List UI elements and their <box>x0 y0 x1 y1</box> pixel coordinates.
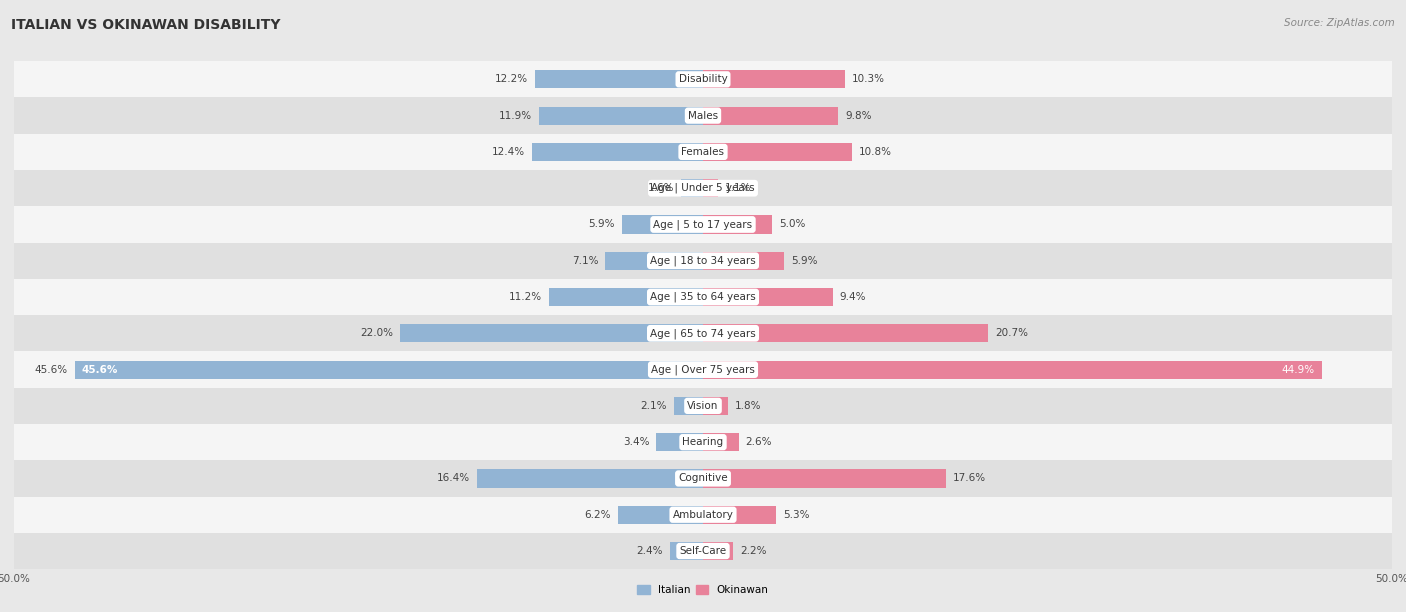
Bar <box>681 179 703 197</box>
Bar <box>14 134 1392 170</box>
Text: Age | Over 75 years: Age | Over 75 years <box>651 364 755 375</box>
Bar <box>14 460 1392 496</box>
Text: Age | 5 to 17 years: Age | 5 to 17 years <box>654 219 752 230</box>
Bar <box>534 70 703 88</box>
Bar <box>531 143 703 161</box>
Text: 6.2%: 6.2% <box>583 510 610 520</box>
Text: 1.1%: 1.1% <box>725 183 752 193</box>
Bar <box>14 315 1392 351</box>
Legend: Italian, Okinawan: Italian, Okinawan <box>633 581 773 600</box>
Bar <box>14 206 1392 242</box>
Text: 20.7%: 20.7% <box>995 328 1028 338</box>
Bar <box>669 542 703 560</box>
Bar <box>14 279 1392 315</box>
Text: Age | Under 5 years: Age | Under 5 years <box>651 183 755 193</box>
Text: ITALIAN VS OKINAWAN DISABILITY: ITALIAN VS OKINAWAN DISABILITY <box>11 18 281 32</box>
Bar <box>75 360 703 379</box>
Bar <box>673 397 703 415</box>
Bar <box>14 388 1392 424</box>
Bar <box>605 252 703 270</box>
Text: 11.2%: 11.2% <box>509 292 541 302</box>
Bar <box>703 542 734 560</box>
Text: 1.8%: 1.8% <box>735 401 761 411</box>
Bar <box>14 533 1392 569</box>
Bar <box>14 61 1392 97</box>
Text: Cognitive: Cognitive <box>678 474 728 483</box>
Bar <box>14 242 1392 279</box>
Text: Hearing: Hearing <box>682 437 724 447</box>
Bar <box>703 179 718 197</box>
Bar <box>538 106 703 125</box>
Text: Age | 18 to 34 years: Age | 18 to 34 years <box>650 255 756 266</box>
Bar <box>617 506 703 524</box>
Bar <box>703 106 838 125</box>
Text: 5.9%: 5.9% <box>792 256 818 266</box>
Bar <box>703 143 852 161</box>
Bar <box>14 351 1392 388</box>
Bar <box>703 469 945 488</box>
Bar <box>657 433 703 451</box>
Text: 2.2%: 2.2% <box>740 546 766 556</box>
Bar <box>703 324 988 342</box>
Bar <box>703 433 738 451</box>
Text: 16.4%: 16.4% <box>437 474 470 483</box>
Bar <box>703 252 785 270</box>
Text: Vision: Vision <box>688 401 718 411</box>
Bar <box>703 506 776 524</box>
Text: 1.6%: 1.6% <box>648 183 673 193</box>
Bar <box>399 324 703 342</box>
Text: Disability: Disability <box>679 74 727 84</box>
Text: 5.9%: 5.9% <box>588 220 614 230</box>
Text: 44.9%: 44.9% <box>1282 365 1315 375</box>
Text: 12.4%: 12.4% <box>492 147 526 157</box>
Text: 5.0%: 5.0% <box>779 220 806 230</box>
Text: 9.4%: 9.4% <box>839 292 866 302</box>
Bar <box>703 397 728 415</box>
Text: Age | 35 to 64 years: Age | 35 to 64 years <box>650 292 756 302</box>
Text: 12.2%: 12.2% <box>495 74 529 84</box>
Text: 2.6%: 2.6% <box>745 437 772 447</box>
Bar <box>548 288 703 306</box>
Text: Age | 65 to 74 years: Age | 65 to 74 years <box>650 328 756 338</box>
Bar <box>14 496 1392 533</box>
Bar <box>703 70 845 88</box>
Text: 10.3%: 10.3% <box>852 74 884 84</box>
Text: 3.4%: 3.4% <box>623 437 650 447</box>
Text: Self-Care: Self-Care <box>679 546 727 556</box>
Bar <box>703 288 832 306</box>
Text: 11.9%: 11.9% <box>499 111 531 121</box>
Text: Females: Females <box>682 147 724 157</box>
Bar <box>621 215 703 234</box>
Text: Source: ZipAtlas.com: Source: ZipAtlas.com <box>1284 18 1395 28</box>
Text: 7.1%: 7.1% <box>572 256 599 266</box>
Text: 10.8%: 10.8% <box>859 147 891 157</box>
Text: 9.8%: 9.8% <box>845 111 872 121</box>
Text: Males: Males <box>688 111 718 121</box>
Text: Ambulatory: Ambulatory <box>672 510 734 520</box>
Bar <box>14 424 1392 460</box>
Bar <box>14 97 1392 134</box>
Text: 2.4%: 2.4% <box>637 546 664 556</box>
Text: 2.1%: 2.1% <box>641 401 668 411</box>
Text: 45.6%: 45.6% <box>35 365 67 375</box>
Bar <box>477 469 703 488</box>
Text: 17.6%: 17.6% <box>952 474 986 483</box>
Bar <box>703 360 1322 379</box>
Text: 5.3%: 5.3% <box>783 510 810 520</box>
Bar <box>703 215 772 234</box>
Text: 22.0%: 22.0% <box>360 328 392 338</box>
Text: 45.6%: 45.6% <box>82 365 118 375</box>
Bar <box>14 170 1392 206</box>
